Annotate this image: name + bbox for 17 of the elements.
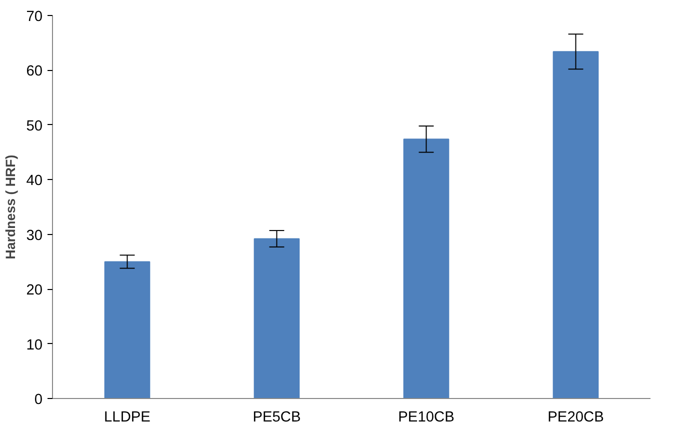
bar (552, 51, 599, 398)
y-tick-label: 50 (26, 118, 43, 134)
y-tick-label: 30 (26, 228, 43, 244)
y-tick-label: 10 (26, 337, 43, 354)
x-tick-label: PE20CB (548, 410, 604, 426)
bar (254, 238, 300, 398)
y-axis-title: Hardness ( HRF) (3, 154, 18, 260)
bar (104, 261, 150, 398)
x-tick-label: LLDPE (104, 410, 151, 426)
x-tick-label: PE10CB (398, 410, 454, 426)
bar (403, 138, 450, 398)
y-tick-label: 60 (26, 64, 43, 80)
x-tick-label: PE5CB (252, 410, 301, 426)
y-tick-label: 0 (34, 392, 43, 408)
y-tick-label: 20 (26, 282, 43, 299)
y-tick-label: 70 (26, 9, 43, 25)
y-tick-label: 40 (26, 173, 43, 190)
